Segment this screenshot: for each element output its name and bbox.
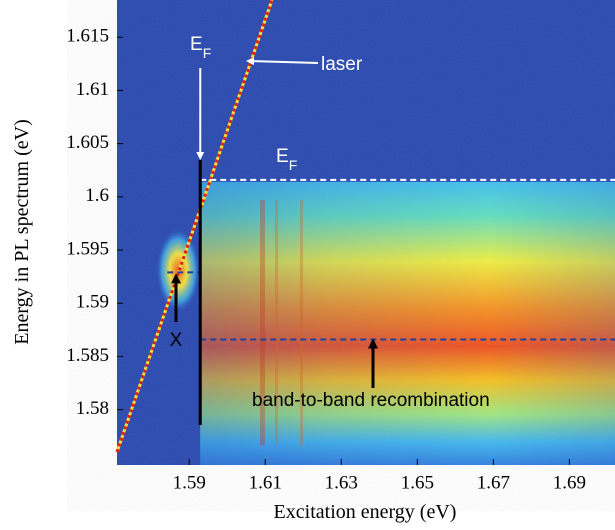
y-tick-label: 1.61	[76, 79, 109, 100]
y-tick-label: 1.6	[85, 185, 109, 206]
fermi-label: EF	[190, 34, 211, 61]
y-tick-label: 1.58	[76, 398, 109, 419]
laser-line-dots	[115, 0, 274, 453]
y-tick-label: 1.595	[66, 238, 109, 259]
fermi-label-main: E	[190, 34, 203, 55]
y-tick-label: 1.59	[76, 292, 109, 313]
exciton-label: X	[170, 330, 183, 351]
x-tick-label: 1.69	[553, 472, 586, 493]
x-tick-label: 1.63	[325, 472, 358, 493]
fermi-label: EF	[276, 146, 297, 173]
x-tick-label: 1.67	[477, 472, 510, 493]
x-tick-label: 1.65	[401, 472, 434, 493]
fermi-label-main: E	[276, 146, 289, 167]
x-axis-label: Excitation energy (eV)	[274, 501, 457, 523]
band-label: band-to-band recombination	[252, 390, 490, 411]
fermi-label-sub: F	[289, 157, 298, 173]
y-tick-label: 1.605	[66, 132, 109, 153]
x-tick-label: 1.61	[249, 472, 282, 493]
fermi-label-sub: F	[203, 45, 212, 61]
laser-label: laser	[321, 54, 363, 75]
plot-area	[115, 0, 615, 465]
y-tick-label: 1.615	[66, 26, 109, 47]
y-axis-label: Energy in PL spectrum (eV)	[11, 119, 33, 345]
y-tick-label: 1.585	[66, 345, 109, 366]
x-tick-label: 1.59	[173, 472, 206, 493]
laser-arrow	[246, 57, 319, 66]
